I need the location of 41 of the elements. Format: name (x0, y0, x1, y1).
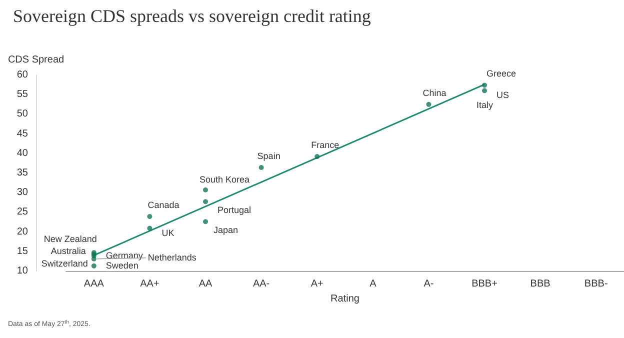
x-tick-label: AA (198, 278, 212, 290)
x-tick-label: A- (424, 278, 434, 290)
y-tick-label: 35 (16, 168, 28, 178)
y-tick-label: 55 (16, 89, 28, 100)
annotation: Portugal (218, 205, 252, 216)
x-tick-label: A (370, 278, 377, 290)
annotation: UK (162, 228, 174, 238)
x-axis-title: Rating (330, 293, 360, 304)
annotation: France (311, 140, 340, 150)
annotation: Greece (486, 68, 516, 79)
y-tick-label: 15 (16, 246, 28, 257)
annotation: Sweden (106, 260, 138, 270)
chart-title: Sovereign CDS spreads vs sovereign credit rating (13, 6, 371, 26)
x-tick-label: BBB- (584, 278, 608, 290)
annotation: Italy (476, 100, 494, 110)
x-tick-label: AA- (252, 278, 270, 290)
x-tick-label: BBB+ (472, 278, 498, 290)
y-tick-label: 50 (16, 108, 28, 120)
annotation: New Zealand (44, 234, 97, 244)
annotation: Canada (148, 200, 180, 210)
y-tick-label: 40 (16, 148, 28, 159)
x-tick-label: AAA (84, 278, 104, 290)
annotation: Australia (50, 246, 86, 256)
annotation: South Korea (200, 174, 250, 184)
annotation: Spain (257, 151, 280, 162)
annotation: Japan (214, 225, 238, 236)
x-tick-label: A+ (310, 278, 324, 290)
annotation: US (496, 90, 510, 100)
y-tick-label: 20 (16, 226, 28, 238)
annotation: Switzerland (41, 258, 88, 268)
annotation: Netherlands (148, 252, 197, 262)
y-tick-label: 10 (16, 266, 28, 276)
x-tick-label: BBB (530, 278, 551, 290)
y-tick-label: 25 (16, 206, 28, 218)
annotation: China (422, 88, 446, 98)
y-tick-label: 60 (16, 70, 28, 80)
y-tick-label: 45 (16, 128, 28, 140)
annotation: Germany (106, 250, 144, 261)
y-axis-title: CDS Spread (8, 54, 64, 66)
x-tick-label: AA+ (140, 278, 160, 290)
y-tick-label: 30 (16, 187, 28, 198)
